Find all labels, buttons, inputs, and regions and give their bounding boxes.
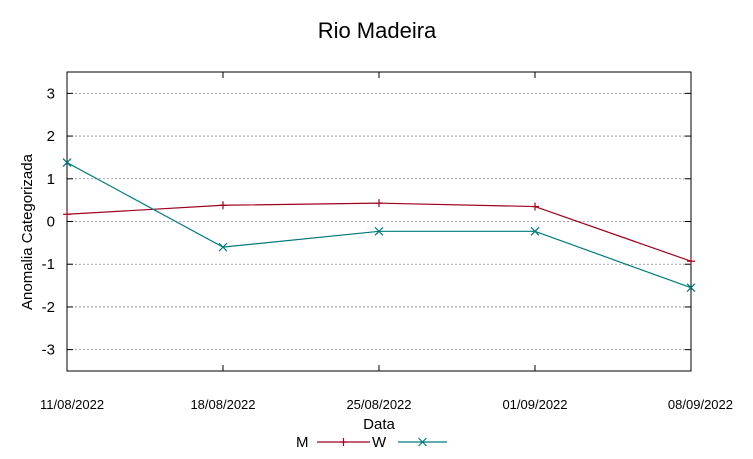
data-point — [375, 199, 383, 208]
y-axis-label: Anomalia Categorizada — [19, 153, 36, 310]
data-point — [687, 257, 695, 266]
data-point — [63, 210, 71, 219]
cross-marker-b — [530, 226, 540, 236]
y-tick-label: -2 — [42, 299, 55, 316]
cross-marker-b — [418, 437, 427, 447]
legend-label: W — [372, 434, 387, 451]
x-axis-ticks: 11/08/2022 18/08/2022 25/08/2022 01/09/2022… — [40, 72, 733, 412]
cross-marker-b — [62, 158, 72, 167]
data-point — [531, 202, 539, 211]
y-tick-label: 1 — [47, 171, 55, 188]
series — [62, 158, 696, 293]
cross-marker-b — [218, 242, 228, 252]
y-tick-label: 0 — [47, 214, 55, 231]
data-point — [530, 226, 540, 236]
data-point — [686, 283, 696, 293]
legend-item-W: W — [372, 434, 447, 451]
data-point — [62, 158, 72, 167]
series-line — [66, 162, 692, 289]
y-axis-ticks: 3 2 1 0 -1 -2 -3 — [42, 85, 691, 359]
x-tick-label: 01/09/2022 — [502, 397, 567, 412]
data-point — [218, 242, 228, 252]
x-tick-label: 25/08/2022 — [346, 397, 411, 412]
x-tick-label: 11/08/2022 — [40, 397, 104, 412]
y-tick-label: -3 — [42, 342, 55, 359]
chart-title: Rio Madeira — [318, 18, 437, 43]
data-point — [219, 201, 227, 210]
cross-marker-b — [686, 283, 696, 293]
x-tick-label: 18/08/2022 — [190, 397, 255, 412]
y-tick-label: 2 — [47, 128, 55, 145]
legend-label: M — [296, 434, 309, 451]
x-axis-label: Data — [363, 416, 395, 433]
data-point — [374, 226, 384, 236]
y-tick-label: -1 — [42, 256, 55, 273]
cross-marker-b — [374, 226, 384, 236]
x-tick-label: 08/09/2022 — [668, 397, 733, 412]
y-tick-label: 3 — [47, 85, 55, 102]
legend-item-M: M — [296, 434, 370, 451]
series-line — [66, 202, 692, 262]
series-M — [63, 199, 695, 266]
grid — [67, 92, 691, 351]
series-W — [62, 158, 696, 293]
